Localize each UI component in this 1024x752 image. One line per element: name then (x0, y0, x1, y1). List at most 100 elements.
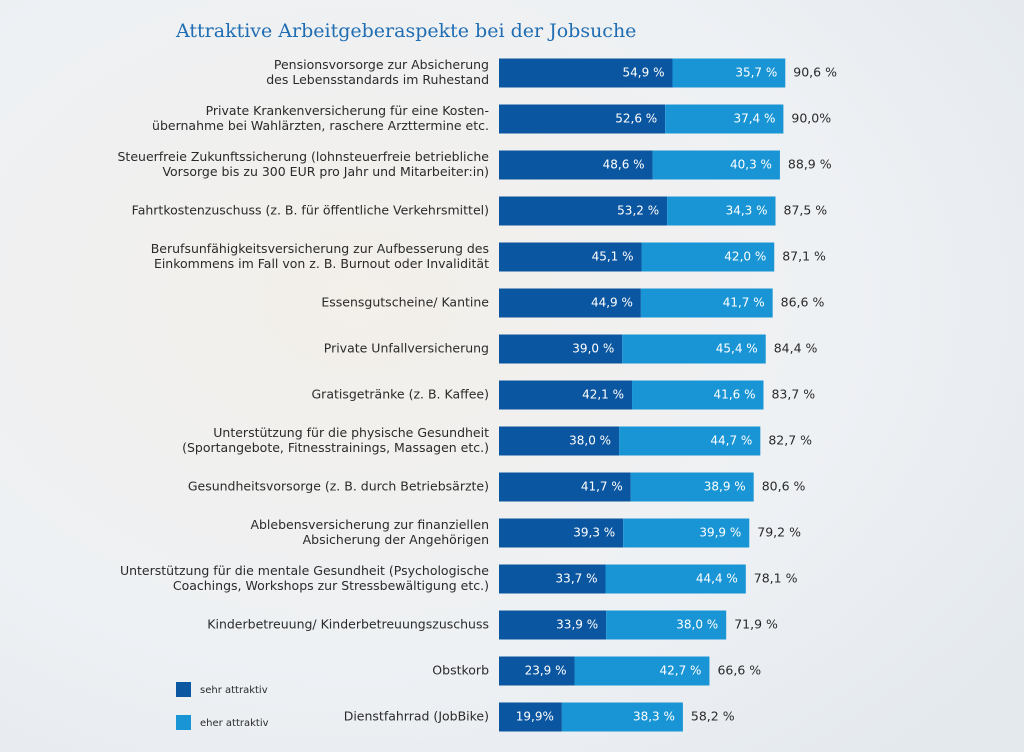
value-label: 42,0 % (724, 250, 766, 264)
total-label: 79,2 % (757, 525, 801, 540)
category-label: Private Krankenversicherung für eine Kos… (206, 103, 489, 118)
category-label: Dienstfahrrad (JobBike) (344, 709, 489, 724)
bar-segment (665, 104, 784, 134)
bar-segment (499, 472, 631, 502)
bar-segment (632, 380, 764, 410)
value-label: 41,6 % (714, 388, 756, 402)
bar-segment (619, 426, 761, 456)
value-label: 37,4 % (733, 112, 775, 126)
bar-segment (499, 104, 666, 134)
category-label: Private Unfallversicherung (324, 341, 489, 356)
category-label: Absicherung der Angehörigen (303, 532, 489, 547)
value-label: 45,1 % (592, 250, 634, 264)
category-label: Unterstützung für die mentale Gesundheit… (120, 563, 489, 578)
total-label: 66,6 % (717, 663, 761, 678)
category-label: Ablebensversicherung zur finanziellen (250, 517, 489, 532)
category-label: Unterstützung für die physische Gesundhe… (213, 425, 489, 440)
value-label: 23,9 % (525, 664, 567, 678)
category-label: Coachings, Workshops zur Stressbewältigu… (173, 578, 489, 593)
bar-segment (641, 242, 775, 272)
total-label: 82,7 % (768, 433, 812, 448)
category-label: (Sportangebote, Fitnesstrainings, Massag… (182, 440, 489, 455)
total-label: 83,7 % (771, 387, 815, 402)
total-label: 71,9 % (734, 617, 778, 632)
value-label: 35,7 % (735, 66, 777, 80)
value-label: 44,4 % (696, 572, 738, 586)
value-label: 38,0 % (676, 618, 718, 632)
total-label: 87,1 % (782, 249, 826, 264)
value-label: 54,9 % (623, 66, 665, 80)
bar-segment (499, 242, 642, 272)
bar-segment (606, 610, 727, 640)
bar-segment (499, 288, 641, 318)
total-label: 84,4 % (774, 341, 818, 356)
bar-segment (652, 150, 780, 180)
legend-swatch (176, 682, 191, 697)
value-label: 45,4 % (716, 342, 758, 356)
category-label: übernahme bei Wahlärzten, raschere Arztt… (152, 118, 489, 133)
total-label: 58,2 % (691, 709, 735, 724)
bar-segment (605, 564, 746, 594)
value-label: 39,9 % (699, 526, 741, 540)
legend-swatch (176, 715, 191, 730)
total-label: 86,6 % (781, 295, 825, 310)
value-label: 38,3 % (633, 710, 675, 724)
category-label: Obstkorb (432, 663, 489, 678)
bar-segment (499, 380, 633, 410)
bar-segment (499, 196, 668, 226)
value-label: 41,7 % (581, 480, 623, 494)
value-label: 39,3 % (573, 526, 615, 540)
category-label: des Lebensstandards im Ruhestand (266, 72, 489, 87)
bar-segment (640, 288, 773, 318)
chart-title: Attraktive Arbeitgeberaspekte bei der Jo… (175, 20, 636, 42)
total-label: 90,6 % (793, 65, 837, 80)
category-label: Pensionsvorsorge zur Absicherung (274, 57, 489, 72)
category-label: Vorsorge bis zu 300 EUR pro Jahr und Mit… (162, 164, 489, 179)
bar-segment (622, 334, 766, 364)
category-label: Essensgutscheine/ Kantine (321, 295, 489, 310)
bar-segment (672, 58, 786, 88)
total-label: 90,0% (791, 111, 831, 126)
bar-segment (499, 334, 623, 364)
value-label: 39,0 % (572, 342, 614, 356)
value-label: 33,7 % (556, 572, 598, 586)
category-label: Einkommens im Fall von z. B. Burnout ode… (154, 256, 489, 271)
bar-segment (561, 702, 683, 732)
bar-segment (499, 58, 673, 88)
value-label: 34,3 % (726, 204, 768, 218)
legend-label: eher attraktiv (200, 718, 269, 729)
legend-label: sehr attraktiv (200, 685, 268, 696)
value-label: 42,1 % (582, 388, 624, 402)
value-label: 38,9 % (704, 480, 746, 494)
category-label: Gesundheitsvorsorge (z. B. durch Betrieb… (188, 479, 489, 494)
total-label: 87,5 % (784, 203, 828, 218)
value-label: 42,7 % (660, 664, 702, 678)
bar-segment (630, 472, 754, 502)
bar-segment (623, 518, 750, 548)
value-label: 40,3 % (730, 158, 772, 172)
total-label: 78,1 % (754, 571, 798, 586)
bar-segment (499, 150, 653, 180)
total-label: 80,6 % (762, 479, 806, 494)
category-label: Gratisgetränke (z. B. Kaffee) (312, 387, 490, 402)
bar-segment (499, 564, 606, 594)
category-label: Berufsunfähigkeitsversicherung zur Aufbe… (151, 241, 489, 256)
value-label: 44,7 % (710, 434, 752, 448)
value-label: 48,6 % (603, 158, 645, 172)
category-label: Fahrtkostenzuschuss (z. B. für öffentlic… (132, 203, 489, 218)
bar-segment (499, 610, 607, 640)
bar-segment (574, 656, 710, 686)
value-label: 38,0 % (569, 434, 611, 448)
bar-segment (499, 702, 562, 732)
total-label: 88,9 % (788, 157, 832, 172)
category-label: Kinderbetreuung/ Kinderbetreuungszuschus… (207, 617, 489, 632)
value-label: 33,9 % (556, 618, 598, 632)
category-label: Steuerfreie Zukunftssicherung (lohnsteue… (118, 149, 490, 164)
value-label: 44,9 % (591, 296, 633, 310)
value-label: 53,2 % (617, 204, 659, 218)
bar-segment (667, 196, 776, 226)
value-label: 41,7 % (723, 296, 765, 310)
value-label: 19,9% (516, 710, 554, 724)
